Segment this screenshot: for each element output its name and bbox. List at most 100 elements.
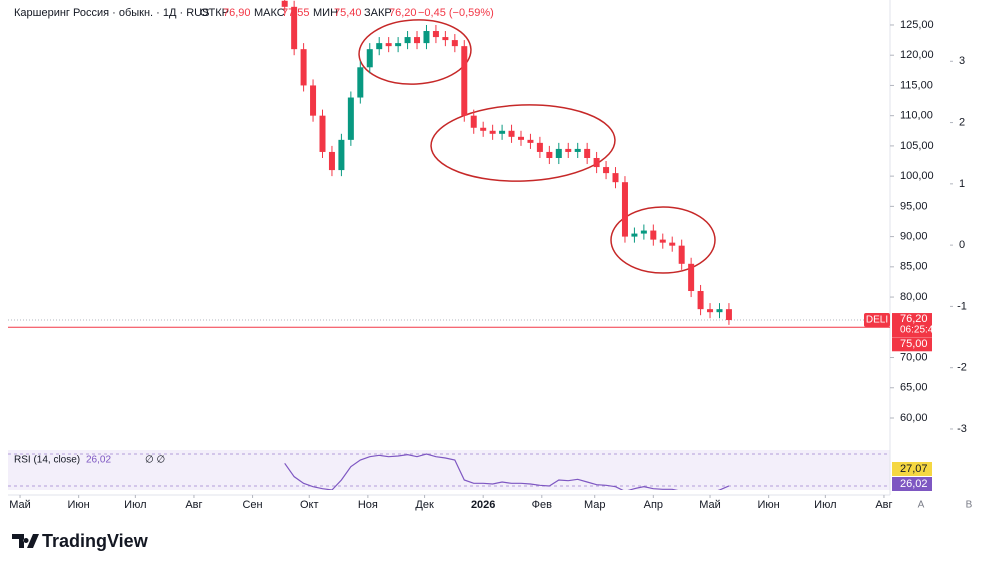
scale-button: B <box>966 500 973 511</box>
candle-body <box>385 43 392 47</box>
x-tick-label: Сен <box>242 499 262 511</box>
x-tick-label: Май <box>9 499 31 511</box>
candle-body <box>707 309 714 313</box>
rsi-tag <box>892 477 932 491</box>
y2-tick-label: 0 <box>959 239 965 251</box>
rsi-tag-label: 26,02 <box>900 478 928 490</box>
ellipse <box>358 19 472 85</box>
y2-tick-label: 3 <box>959 55 965 67</box>
logo-icon <box>12 534 39 548</box>
rsi-value: 26,02 <box>86 455 111 466</box>
candle-body <box>338 139 345 171</box>
candle-body <box>451 40 458 47</box>
y-tick-label: 60,00 <box>900 412 928 424</box>
candle-body <box>621 182 628 237</box>
x-tick-label: Фев <box>532 499 552 511</box>
candle-body <box>395 43 402 47</box>
candle-body <box>659 239 666 243</box>
candle-body <box>489 130 496 134</box>
close: 76,20 <box>389 7 417 19</box>
level-tag <box>892 337 932 352</box>
candle-body <box>508 130 515 137</box>
y2-tick-label: -2 <box>957 362 967 374</box>
x-tick-label: Мар <box>584 499 606 511</box>
high-label: МАКС <box>254 7 285 19</box>
candle-body <box>555 148 562 158</box>
x-tick-label: Май <box>699 499 721 511</box>
candle-body <box>603 167 610 174</box>
brand: TradingView <box>42 531 149 551</box>
candle-body <box>414 37 421 44</box>
rsi-label: RSI (14, close) <box>14 455 80 466</box>
y2-tick-label: -1 <box>957 300 967 312</box>
y2-tick-label: -3 <box>957 423 967 435</box>
candle-body <box>499 130 506 134</box>
y2-tick-label: 1 <box>959 178 965 190</box>
y-tick-label: 90,00 <box>900 231 928 243</box>
ticker-tag <box>864 313 890 328</box>
open: 76,90 <box>223 7 251 19</box>
candle-body <box>640 230 647 234</box>
x-tick-label: Ноя <box>358 499 378 511</box>
candle-body <box>470 115 477 128</box>
open-label: ОТКР <box>200 7 229 19</box>
y-tick-label: 65,00 <box>900 382 928 394</box>
candle-body <box>697 291 704 310</box>
candle-body <box>432 31 439 38</box>
y-tick-label: 95,00 <box>900 200 928 212</box>
low-label: МИН <box>313 7 338 19</box>
y-tick-label: 115,00 <box>900 79 933 91</box>
candle-body <box>725 309 732 321</box>
low: 75,40 <box>334 7 362 19</box>
x-tick-label: Окт <box>300 499 319 511</box>
rsi-sma-tag-label: 27,07 <box>900 463 928 475</box>
x-tick-label: 2026 <box>471 499 495 511</box>
symbol: Каршеринг Россия · обыкн. · 1Д · RUS <box>14 7 209 19</box>
candle-body <box>678 245 685 264</box>
close-label: ЗАКР <box>364 7 392 19</box>
candle-body <box>357 67 364 98</box>
change: −0,45 (−0,59%) <box>418 7 494 19</box>
x-tick-label: Июн <box>758 499 780 511</box>
candle-body <box>300 49 307 86</box>
candle-body <box>423 31 430 44</box>
ellipse <box>430 104 616 182</box>
x-tick-label: Дек <box>415 499 434 511</box>
y-tick-label: 120,00 <box>900 49 934 61</box>
candle-body <box>328 151 335 171</box>
candle-body <box>546 151 553 158</box>
candle-body <box>584 148 591 158</box>
candle-body <box>366 49 373 68</box>
y2-tick-label: 2 <box>959 116 965 128</box>
candle-body <box>319 115 326 152</box>
level-tag-label: 75,00 <box>900 338 928 350</box>
candle-body <box>650 230 657 240</box>
price-tag-label: 76,20 <box>900 313 928 325</box>
candle-body <box>565 148 572 152</box>
candle-body <box>461 46 468 116</box>
candle-body <box>376 43 383 50</box>
candle-body <box>593 157 600 168</box>
x-tick-label: Июн <box>68 499 90 511</box>
candle-body <box>281 0 288 7</box>
candle-body <box>404 37 411 44</box>
x-tick-label: Июл <box>814 499 836 511</box>
y-tick-label: 110,00 <box>900 110 933 122</box>
candle-body <box>716 309 723 313</box>
candle-body <box>310 85 317 116</box>
candle-body <box>574 148 581 152</box>
annotations <box>358 19 716 274</box>
candle-body <box>347 97 354 140</box>
ticker-tag-label: DELI <box>866 315 888 326</box>
x-tick-label: Июл <box>124 499 146 511</box>
candle-body <box>517 136 524 140</box>
ellipse <box>610 206 716 274</box>
candle-body <box>612 173 619 183</box>
candle-body <box>527 139 534 143</box>
y-tick-label: 85,00 <box>900 261 928 273</box>
candle-body <box>631 233 638 237</box>
rsi-panel <box>8 450 890 490</box>
rsi-extra: ∅ ∅ <box>145 455 165 466</box>
x-tick-label: Авг <box>185 499 202 511</box>
